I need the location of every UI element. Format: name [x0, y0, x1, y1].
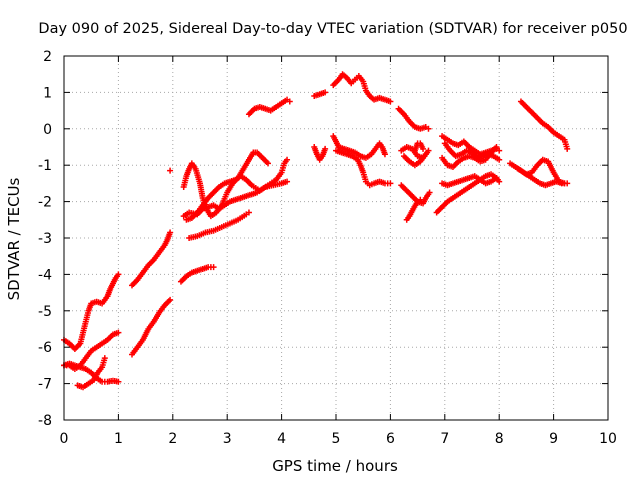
data-point	[381, 151, 388, 158]
x-tick-label: 8	[495, 431, 504, 447]
y-tick-label: -1	[38, 158, 52, 174]
axis-ticks	[63, 55, 609, 421]
x-tick-label: 7	[440, 431, 449, 447]
x-tick-label: 5	[332, 431, 341, 447]
y-tick-label: 2	[43, 49, 52, 65]
y-tick-label: -2	[38, 195, 52, 211]
data-point	[564, 145, 571, 152]
data-point	[210, 264, 217, 271]
data-point	[167, 229, 174, 236]
x-tick-label: 10	[599, 431, 617, 447]
data-points	[61, 71, 571, 391]
y-tick-label: -7	[38, 377, 52, 393]
data-point	[265, 160, 271, 167]
x-tick-label: 9	[549, 431, 558, 447]
x-tick-label: 0	[60, 431, 69, 447]
data-point	[496, 147, 503, 154]
data-point	[493, 174, 500, 181]
data-point	[426, 189, 433, 196]
y-tick-label: -5	[38, 304, 52, 320]
data-point	[420, 145, 427, 152]
data-point	[496, 156, 503, 163]
data-point	[167, 167, 174, 174]
data-point	[115, 329, 122, 336]
data-point	[387, 98, 394, 105]
data-point	[101, 355, 108, 362]
y-tick-label: 0	[43, 122, 52, 138]
data-point	[322, 89, 329, 96]
data-point	[387, 180, 394, 187]
x-tick-labels: 0 1 2 3 4 5 6 7 8 9 10	[60, 431, 617, 447]
data-point	[115, 271, 122, 278]
data-point	[284, 178, 291, 185]
data-point	[561, 180, 568, 187]
x-tick-label: 3	[223, 431, 232, 447]
x-axis-label: GPS time / hours	[272, 457, 398, 475]
grid	[64, 56, 608, 420]
data-point	[115, 378, 122, 385]
y-tick-label: 1	[43, 85, 52, 101]
chart-title: Day 090 of 2025, Sidereal Day-to-day VTE…	[38, 21, 627, 37]
data-point	[245, 209, 252, 216]
y-tick-label: -6	[38, 340, 52, 356]
x-tick-label: 6	[386, 431, 395, 447]
data-point	[422, 151, 429, 158]
data-point	[425, 147, 432, 154]
x-tick-label: 2	[168, 431, 177, 447]
y-tick-label: -8	[38, 413, 52, 429]
data-point	[167, 296, 174, 303]
y-tick-labels: -8 -7 -6 -5 -4 -3 -2 -1 0 1 2	[38, 49, 52, 429]
x-tick-label: 1	[114, 431, 123, 447]
data-point	[417, 196, 424, 203]
y-tick-label: -4	[38, 267, 52, 283]
data-point	[284, 156, 291, 163]
data-point	[322, 145, 329, 152]
x-tick-label: 4	[277, 431, 286, 447]
data-point	[425, 125, 432, 132]
y-tick-label: -3	[38, 231, 52, 247]
y-axis-label: SDTVAR / TECUs	[5, 177, 23, 300]
data-point	[286, 98, 293, 105]
data-point	[496, 178, 503, 185]
